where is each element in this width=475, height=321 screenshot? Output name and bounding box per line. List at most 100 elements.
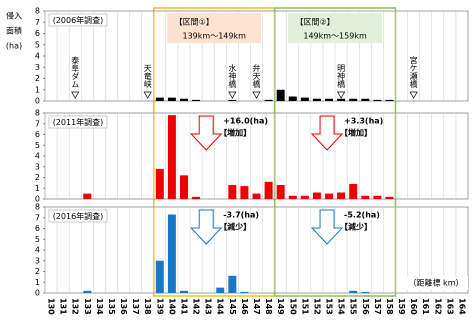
x-tick-label: 147: [252, 298, 261, 315]
panel-title-box: [48, 13, 108, 27]
bar: [240, 291, 249, 293]
change-arrow: [310, 209, 344, 245]
y-tick-label: 7: [35, 119, 40, 128]
x-tick-label: 163: [445, 298, 454, 315]
bar: [288, 96, 297, 101]
bar: [300, 97, 309, 101]
x-axis-label-bg: [404, 276, 468, 290]
region-label-box: [167, 13, 262, 43]
change-note: 【減少】: [340, 222, 372, 232]
panel-title: (2016年調査): [53, 211, 104, 221]
y-tick-label: 2: [35, 267, 40, 276]
x-tick-label: 158: [385, 298, 394, 315]
x-axis-label: （距離標 km）: [409, 278, 464, 288]
bar: [361, 195, 370, 199]
landmark-marker: [228, 91, 237, 99]
panel-title: (2011年調査): [53, 117, 104, 127]
y-tick-label: 6: [35, 29, 40, 38]
x-tick-label: 137: [131, 298, 140, 315]
x-tick-label: 149: [276, 298, 285, 315]
x-tick-label: 142: [192, 298, 201, 315]
y-tick-label: 2: [35, 173, 40, 182]
region-label: 【区間①】: [175, 18, 214, 27]
bar: [264, 181, 273, 199]
x-tick-label: 156: [361, 298, 370, 315]
change-note: 【増加】: [340, 128, 372, 138]
x-tick-label: 154: [337, 298, 346, 315]
change-note: 【増加】: [219, 128, 251, 138]
bar: [361, 291, 370, 293]
bar: [325, 193, 334, 199]
x-tick-label: 155: [349, 298, 358, 315]
x-tick-label: 161: [421, 298, 430, 315]
bar: [312, 98, 321, 101]
y-tick-label: 2: [35, 74, 40, 83]
y-tick-label: 6: [35, 130, 40, 139]
region-range: 149km～159km: [303, 32, 367, 41]
x-tick-label: 134: [95, 298, 104, 315]
y-tick-label: 3: [35, 63, 40, 72]
y-tick-label: 0: [35, 97, 40, 106]
y-axis-label: 侵入: [6, 11, 22, 21]
bar: [349, 98, 358, 101]
landmark-marker: [71, 91, 80, 99]
y-tick-label: 5: [35, 40, 40, 49]
bar: [312, 192, 321, 199]
landmark-label: 弁天橋: [252, 63, 261, 89]
region-label: 【区間②】: [295, 18, 334, 27]
x-tick-label: 130: [47, 298, 56, 315]
bar: [228, 185, 237, 199]
landmark-marker: [143, 91, 152, 99]
x-tick-label: 136: [119, 298, 128, 315]
bar: [373, 195, 382, 199]
bar: [155, 260, 164, 293]
bar: [349, 290, 358, 293]
landmark-marker: [336, 91, 346, 99]
y-tick-label: 0: [35, 195, 40, 204]
bar: [167, 97, 176, 101]
x-tick-label: 140: [167, 298, 176, 315]
x-tick-label: 131: [59, 298, 68, 315]
bar: [167, 214, 176, 293]
landmark-marker: [409, 91, 418, 99]
bar: [179, 175, 188, 199]
x-tick-label: 162: [433, 298, 442, 315]
bar: [240, 186, 249, 199]
x-tick-label: 160: [409, 298, 418, 315]
bar: [155, 168, 164, 199]
bar: [179, 290, 188, 293]
y-tick-label: 7: [35, 18, 40, 27]
x-tick-label: 145: [228, 298, 237, 315]
x-tick-label: 152: [312, 298, 321, 315]
bar: [264, 99, 273, 101]
change-arrow: [190, 115, 223, 151]
x-tick-label: 143: [204, 298, 213, 315]
landmark-label: 明神橋: [337, 64, 346, 89]
y-axis-label: (ha): [6, 42, 22, 51]
x-tick-label: 146: [240, 298, 249, 315]
y-tick-label: 1: [35, 184, 40, 193]
x-tick-label: 164: [457, 298, 466, 315]
landmark-label: 水神橋: [228, 63, 237, 89]
bar: [385, 99, 394, 101]
y-tick-label: 5: [35, 141, 40, 150]
bar: [337, 192, 346, 199]
bar: [216, 287, 225, 293]
bar: [252, 193, 261, 199]
y-tick-label: 0: [35, 289, 40, 298]
panel-title: (2006年調査): [53, 15, 104, 25]
bar: [167, 115, 176, 199]
y-tick-label: 4: [35, 152, 40, 161]
landmark-label: 天竜峡: [143, 64, 152, 89]
y-tick-label: 6: [35, 224, 40, 233]
bar: [228, 99, 237, 101]
landmark-label: 泰阜ダム: [71, 55, 80, 88]
y-tick-label: 7: [35, 213, 40, 222]
x-tick-label: 153: [325, 298, 334, 315]
bar: [228, 275, 237, 293]
bar: [179, 98, 188, 101]
y-tick-label: 4: [35, 52, 40, 61]
bar: [385, 196, 394, 199]
x-tick-label: 139: [155, 298, 164, 315]
x-tick-label: 138: [143, 298, 152, 315]
